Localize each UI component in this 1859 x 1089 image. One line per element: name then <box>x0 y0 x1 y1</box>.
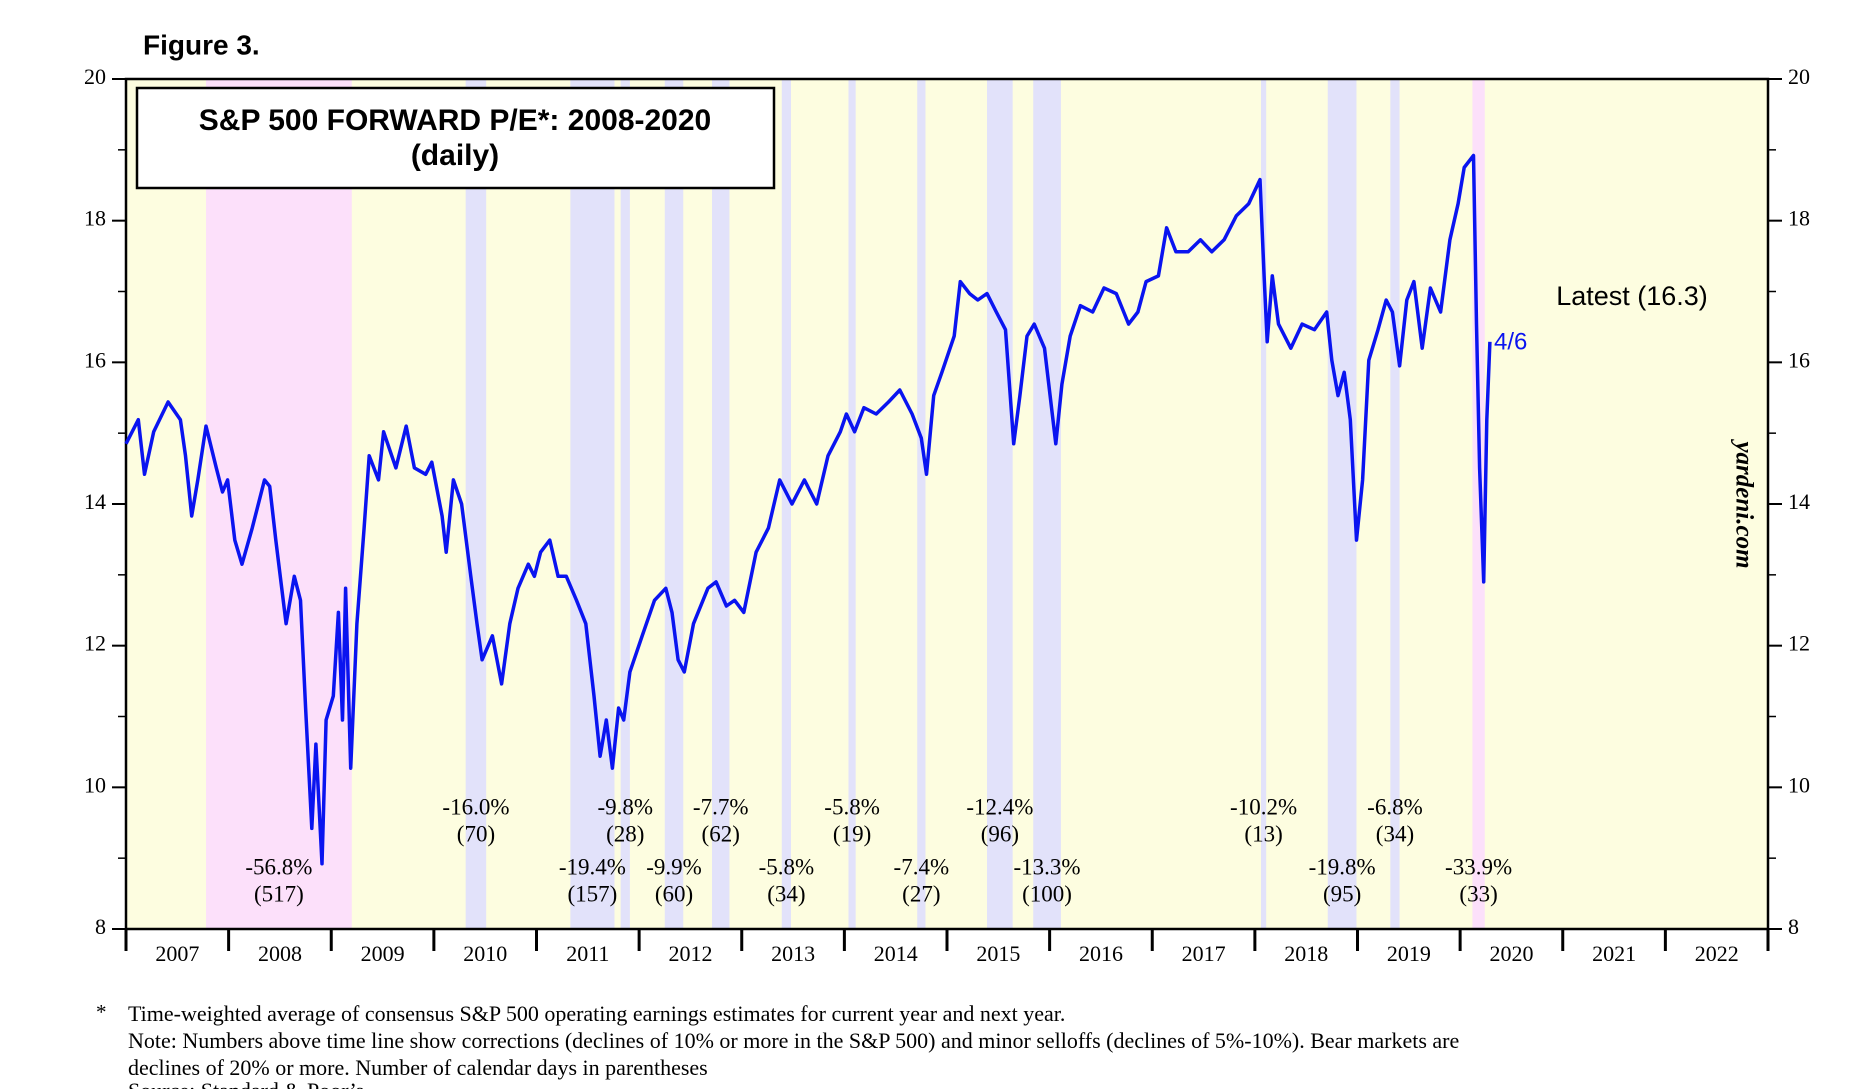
x-tick-label: 2007 <box>155 941 199 966</box>
shade-layer <box>126 79 1768 929</box>
shade-change-label: -13.3% <box>1014 854 1081 879</box>
y-tick-label: 16 <box>84 347 106 372</box>
footnote: declines of 20% or more. Number of calen… <box>128 1055 708 1080</box>
y-tick-label: 10 <box>84 772 106 797</box>
shade-change-label: -16.0% <box>442 794 509 819</box>
y-tick-label: 20 <box>84 64 106 89</box>
shade-change-label: -5.8% <box>824 794 880 819</box>
x-tick-label: 2014 <box>874 941 918 966</box>
footnote: Time-weighted average of consensus S&P 5… <box>128 1001 1065 1026</box>
shade-band <box>465 79 487 929</box>
footnote-marker: * <box>96 1000 107 1024</box>
shade-change-label: -9.8% <box>597 794 653 819</box>
x-tick-label: 2022 <box>1695 941 1739 966</box>
shade-band <box>620 79 630 929</box>
plot-background <box>126 79 1768 929</box>
y2-tick-label: 12 <box>1788 631 1810 656</box>
y2-tick-label: 8 <box>1788 914 1799 939</box>
x-tick-label: 2011 <box>566 941 609 966</box>
footnote: Note: Numbers above time line show corre… <box>128 1028 1459 1053</box>
shade-band <box>664 79 684 929</box>
shade-change-label: -9.9% <box>646 854 702 879</box>
x-tick-label: 2018 <box>1284 941 1328 966</box>
y2-tick-label: 20 <box>1788 64 1810 89</box>
y-tick-label: 12 <box>84 631 106 656</box>
shade-change-label: -12.4% <box>966 794 1033 819</box>
shade-days-label: (157) <box>568 881 618 906</box>
shade-band <box>1390 79 1400 929</box>
chart-layer: -56.8%(517) -16.0%(70) -19.4%(157) -9.8%(28… <box>84 64 1810 966</box>
shade-change-label: -10.2% <box>1230 794 1297 819</box>
y-tick-label: 14 <box>84 489 106 514</box>
shade-change-label: -7.4% <box>894 854 950 879</box>
shade-change-label: -6.8% <box>1367 794 1423 819</box>
date-annotation: 4/6 <box>1494 328 1527 355</box>
shade-days-label: (28) <box>606 821 644 846</box>
shade-change-label: -5.8% <box>759 854 815 879</box>
x-tick-label: 2016 <box>1079 941 1123 966</box>
shade-change-label: -33.9% <box>1445 854 1512 879</box>
shade-band <box>987 79 1013 929</box>
y-tick-label: 18 <box>84 206 106 231</box>
shade-days-label: (62) <box>702 821 740 846</box>
shade-band <box>781 79 792 929</box>
x-tick-label: 2015 <box>976 941 1020 966</box>
chart-title: S&P 500 FORWARD P/E*: 2008-2020 <box>199 104 711 137</box>
x-tick-label: 2019 <box>1387 941 1431 966</box>
shade-band <box>570 79 615 929</box>
x-tick-label: 2012 <box>668 941 712 966</box>
shade-change-label: -19.8% <box>1309 854 1376 879</box>
y2-tick-label: 10 <box>1788 772 1810 797</box>
shade-band <box>1261 79 1267 929</box>
shade-change-label: -7.7% <box>693 794 749 819</box>
shade-days-label: (517) <box>254 881 304 906</box>
y2-tick-label: 16 <box>1788 347 1810 372</box>
x-tick-label: 2013 <box>771 941 815 966</box>
shade-days-label: (60) <box>655 881 693 906</box>
y2-tick-label: 18 <box>1788 206 1810 231</box>
shade-days-label: (13) <box>1244 821 1282 846</box>
pe-line <box>124 153 1492 866</box>
source-site: yardeni.com <box>1730 438 1757 568</box>
shade-band <box>917 79 926 929</box>
shade-band <box>1327 79 1357 929</box>
shade-days-label: (70) <box>457 821 495 846</box>
shade-change-label: -19.4% <box>559 854 626 879</box>
figure-label: Figure 3. <box>143 29 260 60</box>
shade-days-label: (33) <box>1459 881 1497 906</box>
x-tick-label: 2008 <box>258 941 302 966</box>
title-box <box>135 86 776 190</box>
shade-band <box>711 79 730 929</box>
shade-band <box>848 79 856 929</box>
shade-band <box>206 79 352 929</box>
y-tick-label: 8 <box>95 914 106 939</box>
y2-tick-label: 14 <box>1788 489 1810 514</box>
x-tick-label: 2009 <box>361 941 405 966</box>
x-tick-label: 2017 <box>1182 941 1226 966</box>
shade-days-label: (95) <box>1323 881 1361 906</box>
x-tick-label: 2020 <box>1489 941 1533 966</box>
latest-annotation: Latest (16.3) <box>1556 281 1708 311</box>
shade-days-label: (34) <box>1376 821 1414 846</box>
x-tick-label: 2021 <box>1592 941 1636 966</box>
shade-days-label: (19) <box>833 821 871 846</box>
footnote: Source: Standard & Poor’s <box>128 1078 364 1089</box>
shade-days-label: (96) <box>981 821 1019 846</box>
chart-subtitle: (daily) <box>411 139 499 172</box>
shade-days-label: (27) <box>902 881 940 906</box>
shade-days-label: (100) <box>1022 881 1072 906</box>
shade-days-label: (34) <box>767 881 805 906</box>
shade-change-label: -56.8% <box>245 854 312 879</box>
x-tick-label: 2010 <box>463 941 507 966</box>
shade-band <box>1033 79 1061 929</box>
